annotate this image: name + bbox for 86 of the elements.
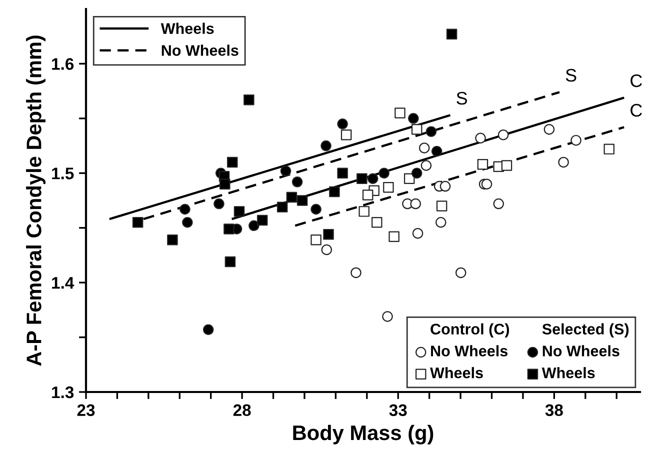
y-axis-title: A-P Femoral Condyle Depth (mm) bbox=[26, 36, 46, 366]
point bbox=[475, 132, 486, 144]
point bbox=[431, 146, 442, 157]
point bbox=[501, 160, 512, 171]
legend-label: Wheels bbox=[430, 367, 483, 378]
point bbox=[408, 113, 419, 124]
point bbox=[367, 173, 378, 184]
point bbox=[358, 206, 370, 217]
point bbox=[182, 217, 193, 228]
point bbox=[350, 267, 362, 278]
point bbox=[498, 129, 509, 140]
legend-label: No Wheels bbox=[162, 44, 238, 56]
point bbox=[180, 204, 190, 215]
point bbox=[248, 220, 260, 232]
point bbox=[604, 144, 614, 154]
point bbox=[244, 94, 254, 106]
point bbox=[340, 129, 352, 140]
point bbox=[323, 229, 334, 240]
annotation: C bbox=[630, 104, 642, 117]
legend-label: Wheels bbox=[542, 367, 595, 378]
annotation: Selected (S) bbox=[542, 323, 629, 338]
point bbox=[426, 126, 437, 137]
x-axis-title: Body Mass (g) bbox=[293, 424, 434, 444]
point bbox=[440, 180, 451, 192]
point bbox=[329, 186, 340, 198]
point bbox=[227, 156, 238, 168]
point bbox=[310, 204, 322, 215]
point bbox=[420, 160, 432, 171]
point bbox=[558, 156, 569, 168]
x-tick-label: 38 bbox=[545, 404, 563, 416]
point bbox=[477, 159, 488, 170]
point bbox=[337, 168, 348, 179]
y-tick-label: 1.5 bbox=[52, 168, 74, 180]
point bbox=[286, 192, 298, 203]
point bbox=[446, 28, 458, 40]
point bbox=[280, 166, 292, 176]
legend-label: No Wheels bbox=[431, 345, 508, 356]
point bbox=[411, 168, 422, 179]
point bbox=[388, 231, 400, 242]
x-tick-label: 33 bbox=[389, 404, 407, 416]
y-tick-label: 1.4 bbox=[52, 277, 74, 289]
legend-label: Wheels bbox=[160, 22, 214, 34]
x-tick-label: 23 bbox=[77, 404, 95, 416]
point bbox=[411, 124, 422, 135]
point bbox=[234, 206, 245, 217]
y-tick-label: 1.3 bbox=[52, 386, 74, 398]
point bbox=[276, 202, 288, 212]
point bbox=[412, 228, 424, 239]
y-tick-label: 1.6 bbox=[52, 58, 74, 70]
point bbox=[404, 173, 415, 184]
point bbox=[544, 124, 555, 135]
x-tick-label: 28 bbox=[233, 404, 251, 416]
point bbox=[310, 234, 322, 246]
point bbox=[220, 178, 230, 190]
point bbox=[214, 198, 224, 210]
point bbox=[570, 134, 582, 146]
point bbox=[202, 324, 214, 335]
point bbox=[436, 200, 448, 212]
legend-label: No Wheels bbox=[542, 345, 620, 356]
point bbox=[320, 140, 332, 152]
point bbox=[296, 195, 308, 206]
point bbox=[224, 224, 234, 234]
annotation: Control (C) bbox=[430, 323, 510, 338]
annotation: S bbox=[456, 92, 468, 105]
point bbox=[382, 311, 393, 322]
point bbox=[436, 217, 446, 228]
point bbox=[292, 176, 303, 188]
point bbox=[372, 217, 382, 228]
point bbox=[167, 234, 178, 246]
point bbox=[493, 198, 504, 210]
point bbox=[256, 214, 268, 226]
point bbox=[383, 182, 394, 193]
point bbox=[356, 173, 368, 184]
point bbox=[224, 256, 236, 268]
point bbox=[337, 118, 348, 130]
point bbox=[410, 198, 421, 210]
point bbox=[418, 142, 430, 154]
point bbox=[481, 178, 492, 190]
annotation: C bbox=[630, 74, 642, 88]
point bbox=[394, 108, 406, 118]
point bbox=[455, 267, 466, 278]
point bbox=[132, 217, 144, 228]
point bbox=[362, 190, 374, 200]
point bbox=[321, 244, 332, 256]
annotation: S bbox=[566, 68, 576, 82]
point bbox=[378, 168, 390, 179]
